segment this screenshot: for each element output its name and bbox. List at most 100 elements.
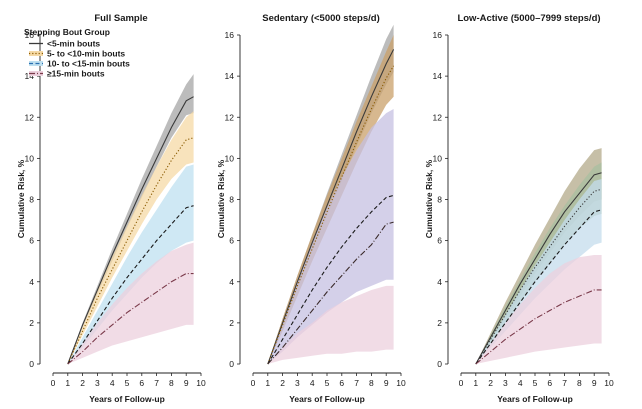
y-tick-label: 8: [437, 195, 442, 205]
y-tick-label: 12: [433, 112, 443, 122]
legend-label: 10- to <15-min bouts: [47, 59, 130, 69]
y-tick-label: 2: [437, 318, 442, 328]
panel-title: Low-Active (5000–7999 steps/d): [457, 13, 600, 24]
x-tick-label: 6: [547, 378, 552, 388]
x-tick-label: 2: [488, 378, 493, 388]
ci-band-b10_15: [267, 109, 394, 364]
x-tick-label: 3: [295, 378, 300, 388]
legend-item-lt5: <5-min bouts: [29, 39, 100, 49]
y-tick-label: 10: [225, 153, 235, 163]
y-tick-label: 16: [225, 30, 235, 40]
x-tick-label: 2: [280, 378, 285, 388]
y-tick-label: 4: [229, 277, 234, 287]
x-tick-label: 9: [384, 378, 389, 388]
y-tick-label: 12: [225, 112, 235, 122]
y-axis-label: Cumulative Risk, %: [16, 159, 26, 238]
risk-line-b5_10: [475, 188, 602, 365]
y-tick-label: 16: [433, 30, 443, 40]
ci-band-ge15: [475, 255, 602, 364]
x-tick-label: 10: [396, 378, 406, 388]
y-tick-label: 0: [437, 359, 442, 369]
legend: Stepping Bout Group <5-min bouts 5- to <…: [24, 27, 130, 79]
risk-line-ge15: [475, 289, 602, 365]
x-tick-label: 7: [154, 378, 159, 388]
x-tick-label: 3: [503, 378, 508, 388]
x-tick-label: 10: [604, 378, 614, 388]
legend-label: 5- to <10-min bouts: [47, 49, 125, 59]
legend-label: <5-min bouts: [47, 39, 100, 49]
y-axis-label: Cumulative Risk, %: [216, 159, 226, 238]
y-tick-label: 0: [29, 359, 34, 369]
risk-line-ge15: [267, 221, 394, 365]
y-tick-label: 16: [25, 30, 35, 40]
ci-band-b10_15: [475, 178, 602, 364]
x-tick-label: 4: [310, 378, 315, 388]
y-tick-label: 6: [29, 236, 34, 246]
x-tick-label: 5: [325, 378, 330, 388]
legend-item-10-15: 10- to <15-min bouts: [29, 59, 130, 69]
x-tick-label: 10: [196, 378, 206, 388]
y-tick-label: 10: [25, 153, 35, 163]
x-tick-label: 4: [110, 378, 115, 388]
x-tick-label: 0: [459, 378, 464, 388]
y-axis-label: Cumulative Risk, %: [424, 159, 434, 238]
y-tick-label: 6: [229, 236, 234, 246]
ci-band-b5_10: [67, 111, 194, 364]
x-tick-label: 7: [562, 378, 567, 388]
x-tick-label: 6: [139, 378, 144, 388]
x-tick-label: 5: [533, 378, 538, 388]
y-tick-label: 10: [433, 153, 443, 163]
x-tick-label: 0: [51, 378, 56, 388]
y-tick-label: 14: [433, 71, 443, 81]
y-tick-label: 14: [25, 71, 35, 81]
x-tick-label: 0: [251, 378, 256, 388]
y-tick-label: 12: [25, 112, 35, 122]
x-tick-label: 3: [95, 378, 100, 388]
risk-line-lt5: [475, 172, 602, 365]
y-tick-label: 2: [29, 318, 34, 328]
ci-band-b10_15: [67, 164, 194, 364]
legend-title: Stepping Bout Group: [24, 27, 110, 37]
y-tick-label: 4: [29, 277, 34, 287]
y-tick-label: 2: [229, 318, 234, 328]
x-tick-label: 8: [369, 378, 374, 388]
legend-swatch-ge15-fill: [29, 71, 43, 76]
y-tick-label: 8: [229, 195, 234, 205]
risk-line-lt5: [267, 49, 395, 365]
x-tick-label: 8: [577, 378, 582, 388]
legend-item-ge15: ≥15-min bouts: [29, 69, 105, 79]
risk-line-lt5: [67, 96, 194, 365]
risk-line-ge15: [67, 272, 194, 365]
risk-line-b10_15: [475, 209, 602, 365]
y-tick-label: 4: [437, 277, 442, 287]
x-axis-label: Years of Follow-up: [89, 394, 165, 404]
legend-item-5-10: 5- to <10-min bouts: [29, 49, 125, 59]
ci-band-ge15: [67, 242, 194, 364]
ci-band-ge15: [267, 285, 394, 364]
y-tick-label: 8: [29, 195, 34, 205]
y-tick-label: 0: [229, 359, 234, 369]
risk-line-b10_15: [267, 194, 394, 365]
panel-title: Sedentary (<5000 steps/d): [262, 13, 379, 24]
x-axis-label: Years of Follow-up: [497, 394, 573, 404]
panel-title: Full Sample: [94, 13, 147, 24]
x-tick-label: 4: [518, 378, 523, 388]
y-tick-label: 14: [225, 71, 235, 81]
x-tick-label: 1: [265, 378, 270, 388]
x-tick-label: 9: [184, 378, 189, 388]
x-tick-label: 5: [125, 378, 130, 388]
x-tick-label: 1: [473, 378, 478, 388]
legend-label: ≥15-min bouts: [47, 69, 105, 79]
x-tick-label: 2: [80, 378, 85, 388]
risk-line-b10_15: [67, 205, 194, 365]
x-tick-label: 1: [65, 378, 70, 388]
risk-line-b5_10: [267, 65, 395, 365]
x-tick-label: 7: [354, 378, 359, 388]
x-tick-label: 8: [169, 378, 174, 388]
x-tick-label: 6: [339, 378, 344, 388]
x-tick-label: 9: [592, 378, 597, 388]
